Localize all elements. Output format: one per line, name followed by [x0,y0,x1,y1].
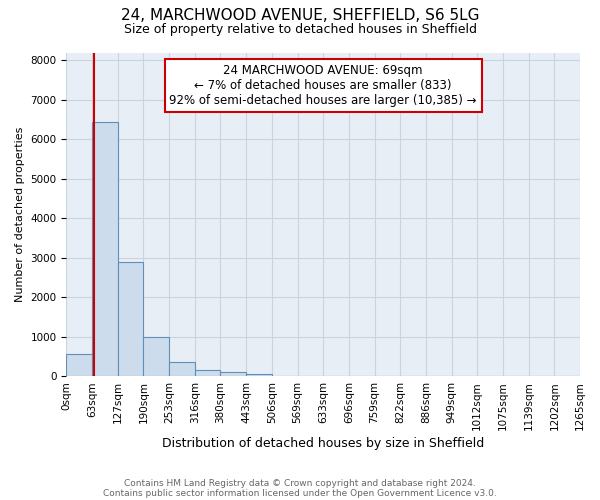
Bar [246,374,272,376]
Text: Contains HM Land Registry data © Crown copyright and database right 2024.: Contains HM Land Registry data © Crown c… [124,478,476,488]
Bar [92,122,118,376]
X-axis label: Distribution of detached houses by size in Sheffield: Distribution of detached houses by size … [162,437,484,450]
Bar [143,338,169,376]
Bar [195,370,220,376]
Text: 24, MARCHWOOD AVENUE, SHEFFIELD, S6 5LG: 24, MARCHWOOD AVENUE, SHEFFIELD, S6 5LG [121,8,479,22]
Y-axis label: Number of detached properties: Number of detached properties [15,127,25,302]
Bar [118,262,143,376]
Bar [67,354,92,376]
Text: 24 MARCHWOOD AVENUE: 69sqm
← 7% of detached houses are smaller (833)
92% of semi: 24 MARCHWOOD AVENUE: 69sqm ← 7% of detac… [169,64,477,107]
Text: Contains public sector information licensed under the Open Government Licence v3: Contains public sector information licen… [103,488,497,498]
Bar [169,362,195,376]
Text: Size of property relative to detached houses in Sheffield: Size of property relative to detached ho… [124,22,476,36]
Bar [220,372,246,376]
